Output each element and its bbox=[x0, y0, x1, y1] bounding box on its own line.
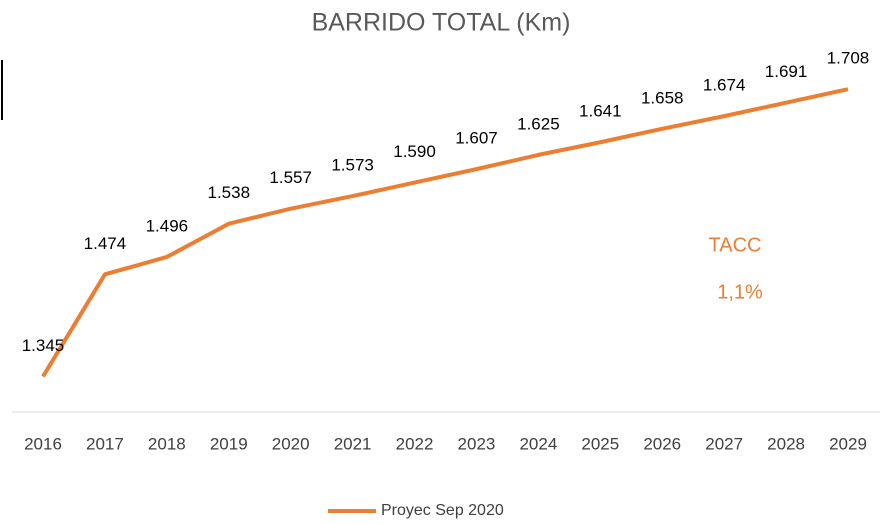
data-label: 1.590 bbox=[393, 142, 436, 161]
legend-label: Proyec Sep 2020 bbox=[381, 502, 504, 519]
annotation: TACC bbox=[709, 234, 762, 256]
data-label: 1.708 bbox=[827, 49, 870, 68]
data-label: 1.641 bbox=[579, 102, 622, 121]
x-tick-label: 2020 bbox=[272, 434, 310, 453]
annotation: 1,1% bbox=[717, 281, 763, 303]
x-tick-label: 2027 bbox=[705, 434, 743, 453]
data-label: 1.345 bbox=[22, 336, 65, 355]
data-label: 1.658 bbox=[641, 88, 684, 107]
x-tick-label: 2028 bbox=[767, 434, 805, 453]
data-label: 1.607 bbox=[455, 129, 498, 148]
chart-title: BARRIDO TOTAL (Km) bbox=[312, 9, 571, 37]
data-label: 1.557 bbox=[269, 168, 312, 187]
x-tick-label: 2018 bbox=[148, 434, 186, 453]
x-tick-label: 2023 bbox=[458, 434, 496, 453]
x-tick-label: 2017 bbox=[86, 434, 124, 453]
data-label: 1.538 bbox=[207, 183, 250, 202]
series-line bbox=[41, 87, 849, 378]
data-label: 1.573 bbox=[331, 156, 374, 175]
data-label: 1.674 bbox=[703, 76, 746, 95]
x-tick-label: 2019 bbox=[210, 434, 248, 453]
x-tick-label: 2024 bbox=[519, 434, 557, 453]
x-tick-label: 2016 bbox=[24, 434, 62, 453]
x-tick-label: 2022 bbox=[396, 434, 434, 453]
data-label: 1.625 bbox=[517, 114, 560, 133]
x-tick-label: 2021 bbox=[334, 434, 372, 453]
data-label: 1.474 bbox=[84, 234, 127, 253]
x-tick-label: 2029 bbox=[829, 434, 867, 453]
data-label: 1.496 bbox=[146, 216, 189, 235]
x-tick-label: 2026 bbox=[643, 434, 681, 453]
x-tick-label: 2025 bbox=[581, 434, 619, 453]
data-label: 1.691 bbox=[765, 62, 808, 81]
